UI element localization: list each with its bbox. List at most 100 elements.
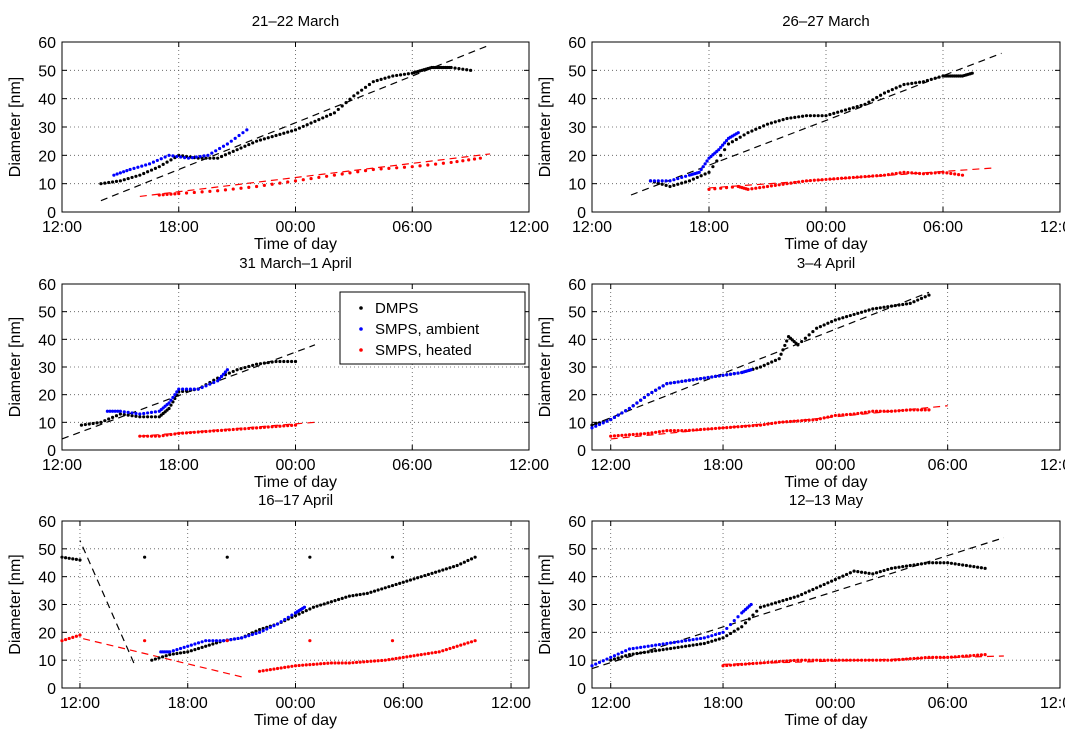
y-tick-label: 30 bbox=[568, 120, 586, 137]
data-point bbox=[95, 421, 99, 425]
data-point bbox=[202, 154, 206, 158]
data-point bbox=[918, 171, 922, 176]
data-point bbox=[412, 654, 416, 658]
data-point bbox=[448, 566, 452, 570]
data-point bbox=[815, 586, 819, 590]
data-point bbox=[105, 409, 110, 413]
data-point bbox=[855, 105, 859, 109]
data-point bbox=[337, 597, 341, 602]
data-point bbox=[785, 420, 789, 424]
data-point bbox=[356, 91, 360, 95]
data-point bbox=[908, 657, 912, 661]
data-point bbox=[833, 577, 837, 582]
data-point bbox=[142, 411, 146, 416]
data-point bbox=[398, 73, 403, 77]
data-point bbox=[668, 179, 672, 183]
data-point bbox=[465, 68, 469, 72]
y-tick-label: 60 bbox=[38, 277, 56, 294]
fit-line bbox=[61, 344, 316, 440]
data-point bbox=[740, 424, 744, 429]
x-tick-label: 00:00 bbox=[815, 695, 855, 712]
data-point bbox=[691, 428, 695, 432]
data-point bbox=[648, 179, 653, 183]
data-point bbox=[63, 637, 68, 642]
data-point bbox=[906, 82, 910, 86]
data-point bbox=[398, 581, 402, 585]
data-point bbox=[691, 643, 695, 647]
data-point bbox=[223, 188, 228, 192]
data-point bbox=[792, 595, 796, 599]
data-point bbox=[684, 429, 688, 433]
data-point bbox=[719, 153, 723, 157]
data-point bbox=[254, 362, 259, 366]
data-point bbox=[356, 170, 360, 174]
data-point bbox=[620, 433, 624, 437]
data-point bbox=[444, 647, 448, 652]
data-point bbox=[171, 652, 175, 656]
series-smps-heated bbox=[157, 156, 482, 197]
data-point bbox=[908, 408, 912, 412]
chart-panel-1: 0 10 20 30 40 50 60 12:00 18:00 00:00 06:00 12:00 21… bbox=[7, 13, 549, 253]
data-point bbox=[473, 555, 477, 559]
data-point bbox=[972, 653, 976, 658]
data-point bbox=[453, 66, 457, 70]
data-point bbox=[449, 160, 453, 165]
data-point bbox=[762, 185, 766, 189]
data-point bbox=[153, 657, 157, 661]
data-point bbox=[725, 425, 729, 430]
data-point bbox=[639, 645, 643, 649]
data-point bbox=[118, 179, 122, 183]
data-point bbox=[706, 640, 710, 644]
data-point bbox=[418, 164, 422, 168]
data-point bbox=[390, 639, 395, 643]
data-point bbox=[960, 173, 965, 177]
data-point bbox=[979, 566, 983, 570]
data-point bbox=[594, 662, 598, 666]
data-point bbox=[200, 385, 204, 390]
data-point bbox=[732, 619, 736, 623]
data-point bbox=[882, 658, 886, 662]
data-point bbox=[113, 409, 117, 413]
data-point bbox=[770, 660, 774, 664]
fit-line bbox=[591, 291, 930, 426]
data-point bbox=[762, 422, 766, 427]
data-point bbox=[740, 625, 744, 629]
data-point bbox=[204, 644, 208, 648]
data-point bbox=[225, 555, 229, 559]
data-point bbox=[758, 661, 763, 665]
data-point bbox=[874, 306, 879, 310]
data-point bbox=[715, 159, 719, 163]
data-point bbox=[358, 660, 362, 664]
data-point bbox=[153, 410, 157, 414]
data-point bbox=[344, 595, 348, 599]
data-point bbox=[419, 653, 423, 657]
data-point bbox=[257, 669, 262, 673]
data-point bbox=[661, 642, 665, 646]
data-point bbox=[964, 563, 969, 568]
data-point bbox=[751, 661, 755, 666]
data-point bbox=[631, 646, 635, 651]
data-point bbox=[437, 650, 441, 654]
data-point bbox=[153, 434, 157, 438]
data-point bbox=[149, 434, 154, 438]
data-point bbox=[168, 653, 172, 657]
data-point bbox=[254, 184, 259, 189]
data-point bbox=[910, 81, 914, 85]
data-point bbox=[293, 128, 298, 132]
data-point bbox=[167, 401, 171, 405]
data-point bbox=[836, 176, 840, 181]
data-point bbox=[274, 133, 278, 138]
data-point bbox=[746, 187, 750, 191]
data-point bbox=[893, 658, 897, 662]
data-point bbox=[196, 430, 200, 434]
data-point bbox=[698, 636, 703, 641]
series-dmps bbox=[99, 65, 473, 186]
data-point bbox=[779, 352, 783, 356]
data-point bbox=[322, 661, 326, 666]
data-point bbox=[894, 86, 898, 90]
data-point bbox=[847, 176, 852, 180]
data-point bbox=[146, 434, 150, 438]
data-point bbox=[830, 658, 834, 662]
data-point bbox=[412, 577, 416, 581]
